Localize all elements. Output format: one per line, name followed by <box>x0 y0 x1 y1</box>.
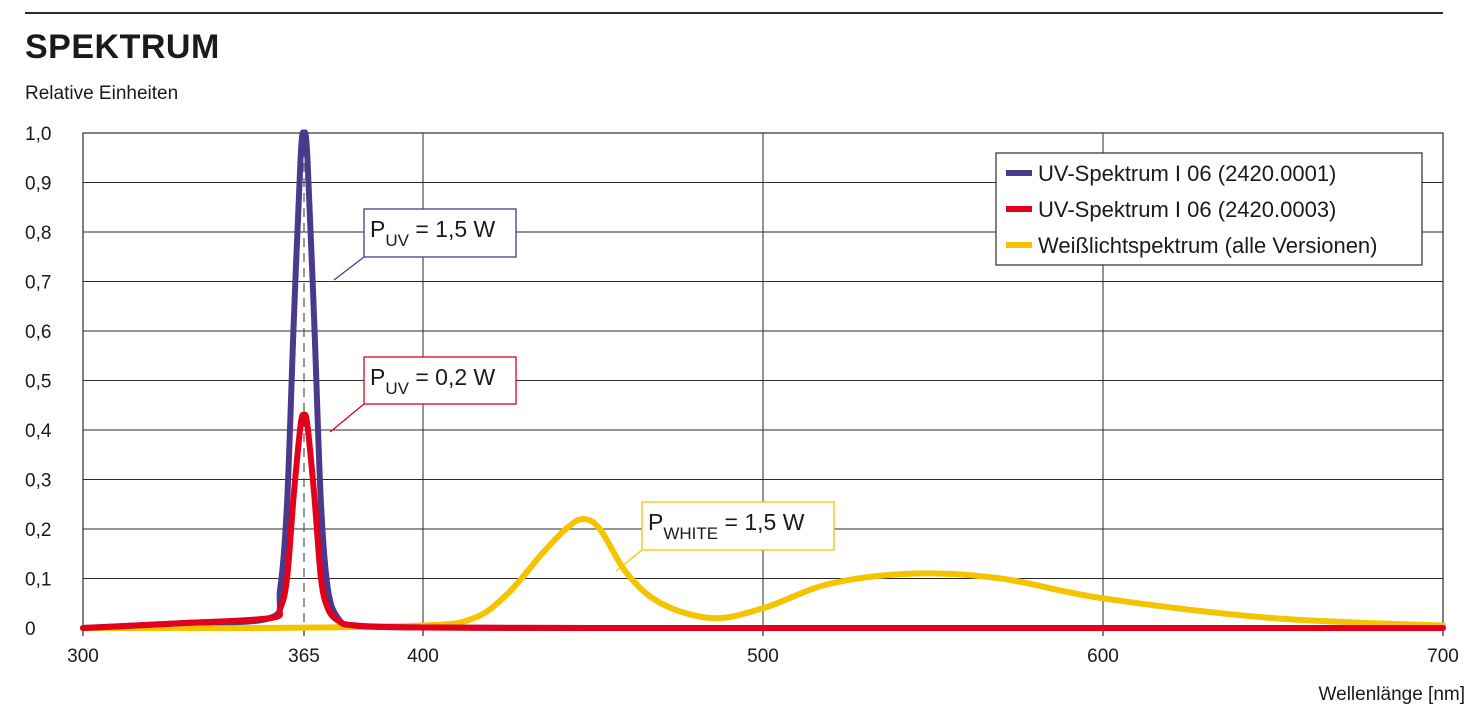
y-tick-label: 0,3 <box>25 471 51 492</box>
x-tick-label: 365 <box>288 646 320 667</box>
x-tick-label: 500 <box>747 646 779 667</box>
title-rule <box>25 12 1443 14</box>
annotation-leader <box>615 549 643 572</box>
y-tick-label: 0,2 <box>25 520 51 541</box>
legend-label: UV-Spektrum I 06 (2420.0003) <box>1038 197 1336 222</box>
x-tick-label: 700 <box>1427 646 1459 667</box>
annotation-box <box>641 501 835 551</box>
y-tick-label: 0 <box>25 619 36 640</box>
x-axis-label: Wellenlänge [nm] <box>1319 684 1465 705</box>
y-tick-label: 0,1 <box>25 570 51 591</box>
annotation-leader <box>329 403 365 433</box>
y-tick-label: 0,6 <box>25 322 51 343</box>
y-tick-label: 0,9 <box>25 174 51 195</box>
y-tick-label: 0,4 <box>25 421 52 442</box>
annotation-label: PWHITE = 1,5 W <box>648 509 805 543</box>
series-line-1 <box>80 411 1446 632</box>
y-unit-label: Relative Einheiten <box>25 83 179 104</box>
series-line-2 <box>80 516 1446 632</box>
page-title: SPEKTRUM <box>25 28 220 66</box>
y-tick-label: 0,8 <box>25 223 51 244</box>
x-tick-label: 600 <box>1087 646 1119 667</box>
annotation-label: PUV = 1,5 W <box>370 216 496 250</box>
y-tick-label: 0,7 <box>25 273 51 294</box>
annotation-box <box>363 356 517 405</box>
annotation-label: PUV = 0,2 W <box>370 364 496 398</box>
annotation-leader <box>333 256 365 281</box>
y-tick-label: 1,0 <box>25 124 51 145</box>
y-tick-label: 0,5 <box>25 372 51 393</box>
legend-label: Weißlichtspektrum (alle Versionen) <box>1038 233 1378 258</box>
x-tick-label: 400 <box>407 646 439 667</box>
x-tick-label: 300 <box>67 646 99 667</box>
legend-box <box>995 152 1423 266</box>
legend-label: UV-Spektrum I 06 (2420.0001) <box>1038 161 1336 186</box>
annotation-box <box>363 208 517 258</box>
